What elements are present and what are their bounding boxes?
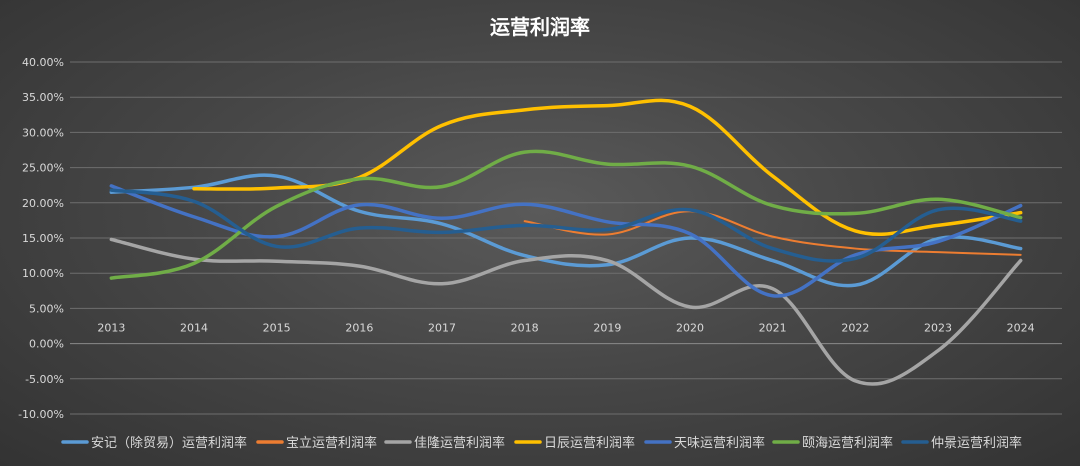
- y-tick-label: -5.00%: [25, 373, 64, 386]
- y-tick-label: 30.00%: [22, 126, 64, 139]
- x-tick-label: 2017: [428, 322, 456, 335]
- x-axis-ticks: 2013 2014 2015 2016 2017 2018 2019 2020 2021 2022…: [97, 322, 1034, 335]
- x-tick-label: 2022: [841, 322, 869, 335]
- grid-lines: [70, 61, 1062, 415]
- legend-label: 安记（除贸易）运营利润率: [91, 435, 247, 451]
- legend-label: 日辰运营利润率: [544, 435, 635, 451]
- series-lines: [109, 98, 1023, 386]
- x-tick-label: 2020: [676, 322, 704, 335]
- x-tick-label: 2019: [593, 322, 621, 335]
- x-tick-label: 2014: [180, 322, 208, 335]
- x-tick-label: 2016: [345, 322, 373, 335]
- y-tick-label: 35.00%: [22, 91, 64, 104]
- series-line-1: [109, 173, 1023, 288]
- legend-label: 颐海运营利润率: [802, 435, 893, 451]
- y-tick-label: 20.00%: [22, 197, 64, 210]
- y-tick-label: 15.00%: [22, 232, 64, 245]
- chart-title: 运营利润率: [490, 15, 590, 39]
- y-tick-label: 0.00%: [29, 338, 64, 351]
- legend-label: 宝立运营利润率: [286, 435, 377, 451]
- legend-label: 天味运营利润率: [674, 435, 765, 451]
- x-tick-label: 2021: [759, 322, 787, 335]
- series-line-2: [523, 210, 1022, 256]
- y-axis-ticks: 40.00% 35.00% 30.00% 25.00% 20.00% 15.00% 10.0…: [18, 56, 64, 421]
- legend-label: 佳隆运营利润率: [414, 435, 505, 451]
- x-tick-label: 2015: [263, 322, 291, 335]
- series-line-6: [109, 149, 1023, 280]
- x-tick-label: 2024: [1007, 322, 1035, 335]
- x-tick-label: 2013: [97, 322, 125, 335]
- legend: 安记（除贸易）运营利润率 宝立运营利润率 佳隆运营利润率 日辰运营利润率 天味运营利润率…: [61, 435, 1022, 451]
- legend-label: 仲景运营利润率: [931, 435, 1022, 451]
- y-tick-label: 10.00%: [22, 267, 64, 280]
- series-line-5: [109, 184, 1023, 298]
- y-tick-label: 25.00%: [22, 162, 64, 175]
- x-tick-label: 2023: [924, 322, 952, 335]
- x-tick-label: 2018: [511, 322, 539, 335]
- y-tick-label: -10.00%: [18, 408, 64, 421]
- series-line-7: [109, 188, 1023, 263]
- series-line-3: [109, 237, 1023, 386]
- y-tick-label: 40.00%: [22, 56, 64, 69]
- y-tick-label: 5.00%: [29, 302, 64, 315]
